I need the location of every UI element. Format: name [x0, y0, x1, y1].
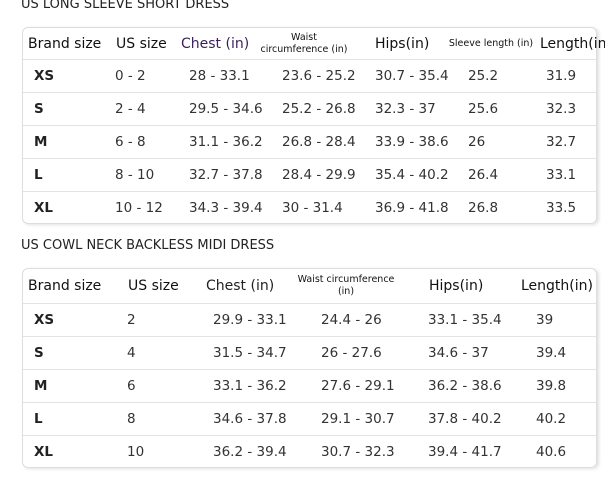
- table-cell: 34.6 - 37.8: [213, 410, 287, 427]
- table-cell: 25.2: [468, 67, 499, 84]
- column-header: Brand size: [28, 278, 102, 294]
- table-cell: 32.7: [546, 133, 577, 150]
- row-divider: [23, 336, 596, 337]
- column-header: Sleeve length (in): [448, 37, 534, 49]
- table-cell: 32.3 - 37: [375, 100, 436, 117]
- table-cell: 37.8 - 40.2: [428, 410, 502, 427]
- table-cell: 27.6 - 29.1: [321, 377, 395, 394]
- table-cell: 40.6: [536, 443, 567, 460]
- table-cell: 32.3: [546, 100, 577, 117]
- column-header: Chest (in): [181, 35, 250, 52]
- table-cell: L: [34, 410, 43, 427]
- table-cell: 30.7 - 35.4: [375, 67, 449, 84]
- size-table: Brand size US size Chest (in) Waist circumf…: [22, 268, 597, 468]
- table-cell: 30 - 31.4: [282, 199, 343, 216]
- table-cell: 28.4 - 29.9: [282, 166, 356, 183]
- table-cell: 33.1: [546, 166, 577, 183]
- table-cell: 36.2 - 38.6: [428, 377, 502, 394]
- table-cell: 26 - 27.6: [321, 344, 382, 361]
- table-cell: 39.4: [536, 344, 567, 361]
- table-cell: 33.5: [546, 199, 577, 216]
- table-cell: 6 - 8: [115, 133, 146, 150]
- table-cell: 29.9 - 33.1: [213, 311, 287, 328]
- row-divider: [23, 369, 596, 370]
- row-divider: [23, 303, 596, 304]
- table-cell: XS: [34, 67, 55, 84]
- table-cell: 6: [127, 377, 136, 394]
- table-cell: 10: [127, 443, 145, 460]
- table-cell: 31.9: [546, 67, 577, 84]
- table-cell: 26.8 - 28.4: [282, 133, 356, 150]
- table-cell: 36.9 - 41.8: [375, 199, 449, 216]
- table-cell: 33.9 - 38.6: [375, 133, 449, 150]
- table-cell: 26: [468, 133, 486, 150]
- table-cell: XL: [34, 199, 54, 216]
- table-cell: 2 - 4: [115, 100, 146, 117]
- table-cell: 28 - 33.1: [189, 67, 250, 84]
- table-cell: 32.7 - 37.8: [189, 166, 263, 183]
- column-header: Hips(in): [375, 35, 430, 52]
- column-header: Hips(in): [429, 278, 484, 294]
- table-cell: 30.7 - 32.3: [321, 443, 395, 460]
- table-cell: 26.8: [468, 199, 499, 216]
- table-cell: M: [34, 377, 48, 394]
- column-header: Waist circumference (in): [260, 31, 348, 55]
- table-cell: M: [34, 133, 48, 150]
- table-cell: XS: [34, 311, 55, 328]
- table-cell: 0 - 2: [115, 67, 146, 84]
- table-cell: 23.6 - 25.2: [282, 67, 356, 84]
- table-cell: S: [34, 100, 44, 117]
- table-cell: 25.2 - 26.8: [282, 100, 356, 117]
- table-cell: 39.4 - 41.7: [428, 443, 502, 460]
- column-header: Waist circumference (in): [297, 274, 395, 297]
- table-cell: 33.1 - 35.4: [428, 311, 502, 328]
- column-header: Brand size: [28, 35, 102, 52]
- table-cell: 8 - 10: [115, 166, 155, 183]
- table-cell: 36.2 - 39.4: [213, 443, 287, 460]
- column-header: Chest (in): [206, 278, 275, 294]
- table-cell: XL: [34, 443, 54, 460]
- row-divider: [23, 125, 596, 126]
- table-cell: 35.4 - 40.2: [375, 166, 449, 183]
- table-cell: 29.1 - 30.7: [321, 410, 395, 427]
- table-title: US LONG SLEEVE SHORT DRESS: [21, 0, 230, 12]
- row-divider: [23, 435, 596, 436]
- table-title: US COWL NECK BACKLESS MIDI DRESS: [21, 238, 275, 253]
- row-divider: [23, 402, 596, 403]
- table-cell: 2: [127, 311, 136, 328]
- row-divider: [23, 59, 596, 60]
- table-cell: 26.4: [468, 166, 499, 183]
- table-cell: 40.2: [536, 410, 567, 427]
- table-cell: 31.5 - 34.7: [213, 344, 287, 361]
- column-header: US size: [128, 278, 179, 294]
- table-cell: 39.8: [536, 377, 567, 394]
- table-cell: L: [34, 166, 43, 183]
- table-cell: 8: [127, 410, 136, 427]
- table-cell: 34.6 - 37: [428, 344, 489, 361]
- row-divider: [23, 158, 596, 159]
- table-cell: 31.1 - 36.2: [189, 133, 263, 150]
- table-cell: 34.3 - 39.4: [189, 199, 263, 216]
- size-table: Brand size US size Chest (in) Waist circumf…: [22, 27, 605, 224]
- table-cell: 24.4 - 26: [321, 311, 382, 328]
- column-header: Length(in): [521, 278, 593, 294]
- column-header: US size: [116, 35, 167, 52]
- row-divider: [23, 191, 596, 192]
- table-cell: 29.5 - 34.6: [189, 100, 263, 117]
- table-cell: 33.1 - 36.2: [213, 377, 287, 394]
- column-header: Length(in): [540, 35, 605, 52]
- table-cell: S: [34, 344, 44, 361]
- table-cell: 39: [536, 311, 554, 328]
- table-cell: 25.6: [468, 100, 499, 117]
- row-divider: [23, 92, 596, 93]
- table-cell: 10 - 12: [115, 199, 163, 216]
- table-cell: 4: [127, 344, 136, 361]
